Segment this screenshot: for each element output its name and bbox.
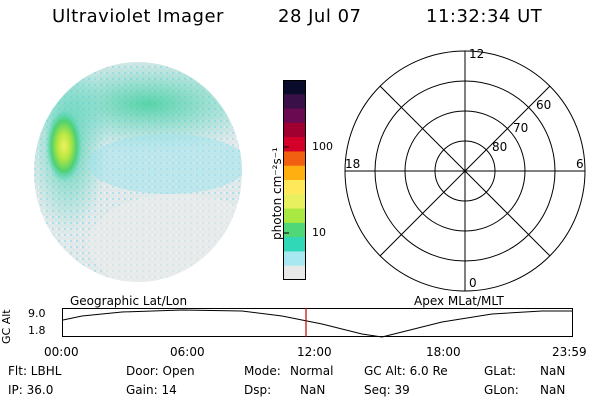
colorbar-tick-10: 10 — [312, 226, 326, 239]
mode-value: Normal — [290, 364, 334, 378]
timeline-apex-label: Apex MLat/MLT — [414, 294, 504, 308]
colorbar-segment — [283, 80, 306, 95]
glat-value: NaN — [540, 364, 566, 378]
colorbar-segment — [283, 151, 306, 167]
polar-lat-70: 70 — [513, 121, 529, 135]
app-title: Ultraviolet Imager — [52, 6, 224, 27]
polar-label-0: 0 — [469, 276, 477, 290]
time-label: 11:32:34 UT — [426, 6, 543, 27]
timeline-axis-title: GC Alt — [0, 309, 13, 344]
colorbar-segment — [283, 94, 306, 110]
polar-label-18: 18 — [345, 157, 361, 171]
glon-value: NaN — [540, 383, 566, 397]
polar-label-6: 6 — [576, 157, 584, 171]
dsp-value: NaN — [300, 383, 326, 397]
polar-lat-60: 60 — [536, 98, 552, 112]
timeline-xtick-0: 00:00 — [44, 345, 79, 359]
glon-label: GLon: — [484, 383, 519, 397]
filter-info: Flt: LBHL — [8, 364, 62, 378]
colorbar-segment — [283, 108, 306, 124]
colorbar-segment — [283, 180, 306, 195]
colorbar-segment — [283, 165, 306, 181]
mode-label: Mode: — [244, 364, 281, 378]
colorbar-segment — [283, 122, 306, 138]
timeline-ytick-high: 9.0 — [28, 307, 46, 320]
gain-info: Gain: 14 — [126, 383, 177, 397]
colorbar-segment — [283, 222, 306, 238]
colorbar-tick-100: 100 — [312, 140, 333, 153]
timeline-ytick-low: 1.8 — [28, 324, 46, 337]
polar-label-12: 12 — [469, 47, 485, 61]
colorbar-segment — [283, 137, 306, 152]
colorbar-segment — [283, 208, 306, 224]
colorbar-segment — [283, 237, 306, 252]
timeline-geo-label: Geographic Lat/Lon — [70, 294, 188, 308]
timeline-plot — [62, 308, 573, 338]
date-label: 28 Jul 07 — [278, 6, 362, 27]
colorbar-segment — [283, 194, 306, 210]
colorbar-segment — [283, 251, 306, 267]
colorbar-unit-label: photon cm⁻²s⁻¹ — [270, 147, 284, 240]
colorbar-segment — [283, 265, 306, 280]
polar-plot — [344, 50, 586, 292]
seq-info: Seq: 39 — [364, 383, 410, 397]
timeline-xtick-3: 18:00 — [426, 345, 461, 359]
timeline-xtick-2: 12:00 — [297, 345, 332, 359]
dsp-label: Dsp: — [244, 383, 272, 397]
glat-label: GLat: — [484, 364, 517, 378]
timeline-xtick-4: 23:59 — [552, 345, 587, 359]
polar-lat-80: 80 — [492, 140, 508, 154]
door-info: Door: Open — [126, 364, 195, 378]
timeline-xtick-1: 06:00 — [170, 345, 205, 359]
ip-info: IP: 36.0 — [8, 383, 54, 397]
altitude-curve — [62, 309, 572, 338]
gc-alt-info: GC Alt: 6.0 Re — [364, 364, 448, 378]
uv-image — [34, 62, 242, 282]
colorbar — [283, 80, 306, 280]
